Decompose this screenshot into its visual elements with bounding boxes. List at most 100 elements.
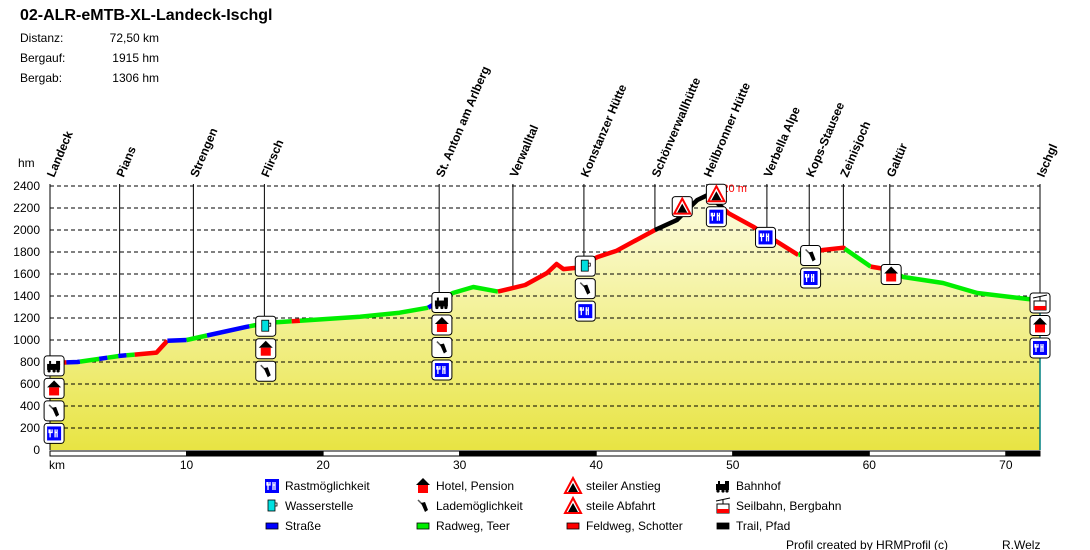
waypoint-label: Verwalltal bbox=[507, 123, 542, 179]
rast-icon bbox=[1029, 337, 1051, 359]
surface-segment-radweg bbox=[107, 353, 119, 360]
lade-icon bbox=[800, 244, 822, 266]
y-tick-label: 200 bbox=[20, 421, 40, 435]
y-tick-label: 1200 bbox=[13, 311, 40, 325]
stat-label-distance: Distanz: bbox=[20, 31, 63, 45]
legend-item-seilbahn: Seilbahn, Bergbahn bbox=[715, 497, 841, 514]
anstieg-icon bbox=[563, 475, 583, 494]
lade-icon bbox=[417, 499, 428, 512]
x-tick-label: 60 bbox=[863, 458, 877, 472]
y-tick-label: 2000 bbox=[13, 223, 40, 237]
stat-label-ascent: Bergauf: bbox=[20, 51, 65, 65]
profile-fill bbox=[50, 194, 1040, 450]
strasse-icon bbox=[265, 522, 279, 530]
legend-item-bahnhof: Bahnhof bbox=[716, 479, 781, 493]
surface-segment-radweg bbox=[843, 246, 872, 269]
waypoint-label: Verbella Alpe bbox=[761, 104, 803, 179]
legend-label: Feldweg, Schotter bbox=[586, 519, 683, 533]
surface-segment-radweg bbox=[126, 352, 135, 358]
legend-item-anstieg: steiler Anstieg bbox=[563, 475, 661, 494]
page-title: 02-ALR-eMTB-XL-Landeck-Ischgl bbox=[20, 7, 272, 24]
surface-segment-radweg bbox=[299, 305, 429, 323]
waypoint-label: Konstanzer Hütte bbox=[578, 82, 630, 179]
x-axis-scale-segment bbox=[1005, 450, 1041, 457]
plot-area: 0 200 400 600 800 1000 1200 1400 1600 1800 2000 220… bbox=[13, 64, 1060, 472]
wasser-icon bbox=[255, 315, 277, 337]
wasser-icon bbox=[267, 499, 278, 512]
legend: Rastmöglichkeit Wasserstelle Straße Hotel, … bbox=[265, 475, 841, 533]
poi-stack bbox=[43, 355, 65, 444]
poi-stack bbox=[755, 226, 777, 248]
author-text: R.Welz bbox=[1002, 538, 1040, 550]
stat-label-descent: Bergab: bbox=[20, 71, 62, 85]
legend-label: Lademöglichkeit bbox=[436, 499, 523, 513]
legend-item-strasse: Straße bbox=[265, 519, 321, 533]
x-axis-scale-segment bbox=[459, 450, 597, 457]
rast-icon bbox=[755, 226, 777, 248]
x-axis-scale-segment bbox=[322, 450, 461, 457]
y-tick-label: 1400 bbox=[13, 289, 40, 303]
legend-label: Radweg, Teer bbox=[436, 519, 510, 533]
legend-item-feldweg: Feldweg, Schotter bbox=[566, 519, 683, 533]
feldweg-icon bbox=[566, 522, 580, 530]
wasser-icon bbox=[574, 255, 596, 277]
legend-label: steiler Anstieg bbox=[586, 479, 661, 493]
abfahrt-icon bbox=[705, 183, 727, 205]
legend-item-rast: Rastmöglichkeit bbox=[265, 479, 370, 493]
bahnhof-icon bbox=[431, 292, 453, 314]
y-tick-label: 600 bbox=[20, 377, 40, 391]
legend-label: Seilbahn, Bergbahn bbox=[736, 499, 841, 513]
legend-label: Hotel, Pension bbox=[436, 479, 514, 493]
waypoint-label: Pians bbox=[114, 144, 140, 179]
y-tick-label: 0 bbox=[33, 443, 40, 457]
x-tick-label: 70 bbox=[999, 458, 1013, 472]
legend-item-wasser: Wasserstelle bbox=[267, 499, 354, 513]
y-tick-label: 400 bbox=[20, 399, 40, 413]
legend-label: Rastmöglichkeit bbox=[285, 479, 370, 493]
waypoint-label: Schönverwallhütte bbox=[649, 75, 704, 179]
legend-label: Wasserstelle bbox=[285, 499, 354, 513]
stat-value-distance: 72,50 km bbox=[110, 31, 159, 45]
hotel-icon bbox=[43, 377, 65, 399]
rast-icon bbox=[705, 206, 727, 228]
legend-label: Bahnhof bbox=[736, 479, 781, 493]
stats: Distanz: 72,50 km Bergauf: 1915 hm Berga… bbox=[20, 31, 159, 85]
surface-segment-radweg bbox=[186, 333, 208, 343]
x-axis-scale-segment bbox=[868, 450, 1007, 457]
hotel-icon bbox=[431, 314, 453, 336]
stat-value-ascent: 1915 hm bbox=[112, 51, 159, 65]
radweg-icon bbox=[416, 522, 430, 530]
x-axis-scale-segment bbox=[595, 450, 734, 457]
legend-item-hotel: Hotel, Pension bbox=[416, 478, 514, 493]
waypoint-label: Strengen bbox=[187, 126, 220, 179]
x-tick-label: km bbox=[49, 458, 65, 472]
y-axis-label: hm bbox=[18, 156, 35, 170]
x-tick-label: 50 bbox=[726, 458, 740, 472]
stat-value-descent: 1306 hm bbox=[112, 71, 159, 85]
hotel-icon bbox=[255, 338, 277, 360]
x-tick-label: 30 bbox=[453, 458, 467, 472]
surface-segment-strasse bbox=[98, 355, 108, 362]
waypoint-label: Flirsch bbox=[258, 137, 286, 179]
poi-stack bbox=[671, 196, 693, 218]
poi-stack bbox=[255, 315, 277, 382]
y-tick-label: 1800 bbox=[13, 245, 40, 259]
hotel-icon bbox=[1029, 314, 1051, 336]
legend-item-abfahrt: steile Abfahrt bbox=[563, 495, 656, 514]
surface-segment-feldweg bbox=[134, 339, 170, 357]
abfahrt-icon bbox=[563, 495, 583, 514]
bahnhof-icon bbox=[43, 355, 65, 377]
lade-icon bbox=[255, 360, 277, 382]
rast-icon bbox=[574, 300, 596, 322]
x-tick-label: 40 bbox=[590, 458, 604, 472]
anstieg-icon bbox=[671, 196, 693, 218]
surface-segment-radweg bbox=[79, 356, 100, 364]
poi-stack bbox=[705, 183, 727, 228]
legend-label: steile Abfahrt bbox=[586, 499, 656, 513]
legend-item-radweg: Radweg, Teer bbox=[416, 519, 510, 533]
y-tick-label: 2400 bbox=[13, 179, 40, 193]
seilbahn-icon bbox=[715, 497, 731, 514]
legend-label: Trail, Pfad bbox=[736, 519, 790, 533]
rast-icon bbox=[265, 479, 279, 493]
